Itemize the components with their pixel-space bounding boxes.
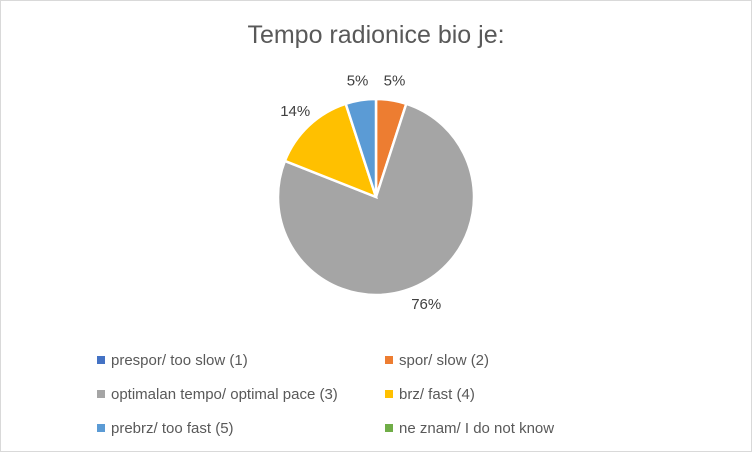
legend-label-2: spor/ slow (2) [399, 351, 490, 369]
legend-label-4: brz/ fast (4) [399, 385, 475, 403]
data-label-2: 5% [384, 72, 406, 89]
legend-label-5: prebrz/ too fast (5) [111, 419, 234, 437]
legend-label-3: optimalan tempo/ optimal pace (3) [111, 385, 338, 403]
legend-swatch-3 [97, 390, 105, 398]
legend-swatch-4 [385, 390, 393, 398]
legend-item-3: optimalan tempo/ optimal pace (3) [97, 377, 385, 411]
legend-item-5: prebrz/ too fast (5) [97, 411, 385, 445]
legend-item-4: brz/ fast (4) [385, 377, 657, 411]
legend: prespor/ too slow (1) spor/ slow (2) optim… [97, 343, 657, 445]
data-label-5: 5% [347, 72, 369, 89]
legend-item-1: prespor/ too slow (1) [97, 343, 385, 377]
legend-swatch-1 [97, 356, 105, 364]
data-label-4: 14% [280, 103, 310, 120]
legend-item-2: spor/ slow (2) [385, 343, 657, 377]
legend-label-6: ne znam/ I do not know [399, 419, 555, 437]
chart-title: Tempo radionice bio je: [247, 21, 505, 49]
data-label-3: 76% [411, 296, 441, 313]
legend-swatch-6 [385, 424, 393, 432]
legend-label-1: prespor/ too slow (1) [111, 351, 248, 369]
pie-slice-3 [276, 102, 476, 297]
pie-chart: 5% 76% 14% 5% [276, 72, 476, 313]
legend-swatch-2 [385, 356, 393, 364]
legend-item-6: ne znam/ I do not know [385, 411, 657, 445]
pie-slice-5 [344, 97, 378, 198]
legend-swatch-5 [97, 424, 105, 432]
